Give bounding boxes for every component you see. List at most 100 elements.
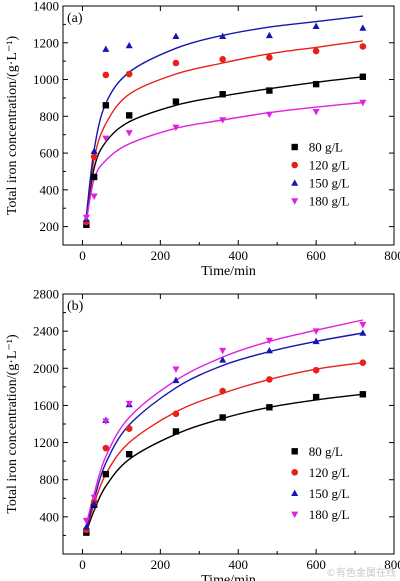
legend-marker xyxy=(291,179,299,186)
legend-label: 180 g/L xyxy=(309,507,350,522)
x-axis-label: Time/min xyxy=(201,264,256,279)
data-point xyxy=(125,400,133,408)
y-tick-label: 200 xyxy=(40,219,60,234)
data-point xyxy=(312,47,320,55)
data-point xyxy=(359,73,367,80)
x-tick-label: 600 xyxy=(306,557,326,572)
data-point xyxy=(219,414,226,421)
data-point xyxy=(312,337,320,345)
y-tick-label: 2000 xyxy=(33,361,59,376)
plot-frame xyxy=(62,5,395,246)
data-point xyxy=(359,391,367,398)
data-point xyxy=(125,130,133,137)
chart-panel-a: 0 200 400 600 800 200 400 600 800 1000 1200 1400 Tim… xyxy=(5,0,400,279)
data-point xyxy=(265,337,273,345)
data-point xyxy=(219,117,227,124)
legend-label: 120 g/L xyxy=(309,158,350,173)
x-tick-label: 200 xyxy=(151,248,171,263)
data-point xyxy=(312,328,320,335)
legend-marker xyxy=(291,143,298,151)
y-tick-label: 1200 xyxy=(33,435,59,450)
legend-label: 150 g/L xyxy=(309,486,350,501)
data-point xyxy=(126,112,133,119)
data-point xyxy=(102,71,110,79)
legend-label: 80 g/L xyxy=(309,140,343,155)
y-axis-label: Total iron concentration/(g·L⁻¹) xyxy=(5,36,20,216)
data-point xyxy=(359,329,367,336)
data-point xyxy=(90,193,98,200)
legend-label: 150 g/L xyxy=(309,176,350,191)
data-point xyxy=(312,22,320,29)
x-tick-label: 0 xyxy=(79,557,86,572)
y-tick-label: 800 xyxy=(40,109,60,124)
data-point xyxy=(219,32,227,40)
data-point xyxy=(265,111,273,119)
data-point xyxy=(102,470,110,478)
y-tick-label: 1400 xyxy=(33,0,59,14)
legend-label: 180 g/L xyxy=(309,194,350,209)
data-point xyxy=(172,124,180,132)
data-point xyxy=(126,450,133,458)
legend-marker xyxy=(291,198,299,205)
data-point xyxy=(265,346,273,354)
legend-label: 80 g/L xyxy=(309,444,343,459)
y-tick-label: 2800 xyxy=(33,287,59,302)
legend-marker xyxy=(291,161,299,169)
x-axis-label: Time/min xyxy=(201,573,256,581)
x-tick-label: 0 xyxy=(79,248,86,263)
data-point xyxy=(312,393,320,401)
data-point xyxy=(172,410,180,418)
data-point xyxy=(219,91,226,98)
data-point xyxy=(172,366,180,373)
y-tick-label: 1600 xyxy=(33,398,59,413)
panel-label: (a) xyxy=(67,11,83,26)
x-tick-label: 400 xyxy=(228,248,248,263)
data-point xyxy=(172,32,180,40)
data-point xyxy=(90,173,98,181)
data-point xyxy=(82,517,90,525)
data-point xyxy=(359,359,367,367)
y-tick-label: 1000 xyxy=(33,72,59,87)
data-point xyxy=(125,41,133,49)
legend-marker xyxy=(291,448,298,455)
data-point xyxy=(172,428,180,435)
data-point xyxy=(312,366,320,374)
data-point xyxy=(90,494,98,502)
data-point xyxy=(265,31,273,39)
data-point xyxy=(82,214,90,222)
y-axis-label: Total iron concentration/(g·L⁻¹) xyxy=(5,334,20,514)
data-point xyxy=(102,45,110,52)
data-point xyxy=(359,43,367,50)
legend-marker xyxy=(291,511,299,518)
fit-curve xyxy=(85,332,363,530)
data-point xyxy=(219,356,227,363)
data-point xyxy=(172,59,180,67)
data-point xyxy=(312,108,320,116)
y-tick-label: 800 xyxy=(40,472,60,487)
x-tick-label: 800 xyxy=(384,248,400,263)
data-point xyxy=(102,418,110,425)
data-point xyxy=(219,56,226,63)
chart-panel-b: 0 200 400 600 800 400 800 1200 1600 2000 2400 2800 T… xyxy=(5,287,400,581)
y-tick-label: 400 xyxy=(40,182,60,197)
x-tick-label: 600 xyxy=(306,248,326,263)
data-point xyxy=(312,80,320,88)
x-tick-label: 200 xyxy=(151,557,171,572)
data-point xyxy=(266,404,273,411)
data-point xyxy=(172,376,180,384)
legend-label: 120 g/L xyxy=(309,465,350,480)
data-point xyxy=(219,387,226,395)
data-point xyxy=(266,87,273,94)
data-point xyxy=(359,321,367,329)
data-point xyxy=(125,425,133,432)
y-tick-label: 400 xyxy=(40,509,60,524)
data-point xyxy=(359,24,367,31)
data-point xyxy=(102,102,110,109)
y-tick-label: 1200 xyxy=(33,35,59,50)
data-point xyxy=(125,70,133,78)
data-point xyxy=(102,135,110,143)
data-point xyxy=(90,500,98,507)
watermark: ©有色金属在线 xyxy=(326,566,396,579)
panel-label: (b) xyxy=(67,299,84,314)
data-point xyxy=(102,444,110,452)
